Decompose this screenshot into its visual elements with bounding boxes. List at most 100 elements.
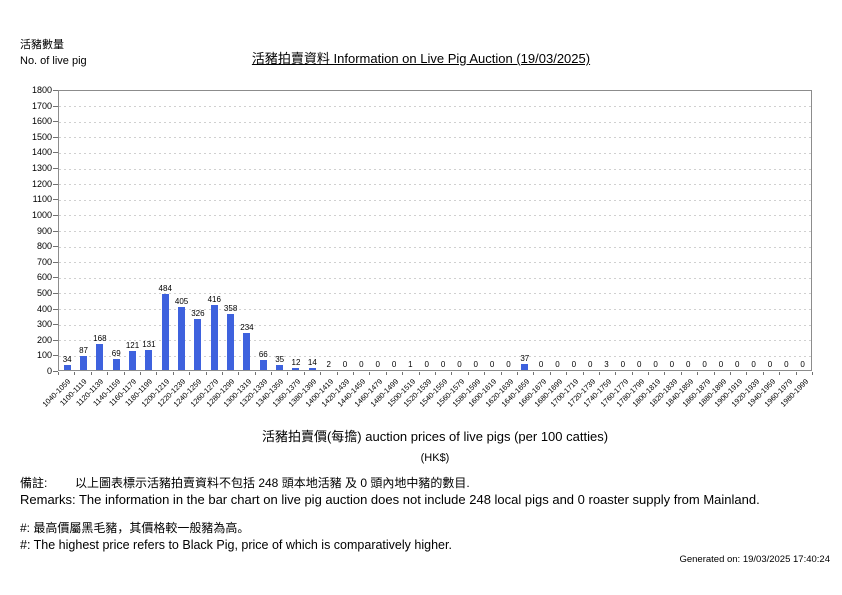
x-tick bbox=[697, 372, 699, 375]
remark-text-zh: 以上圖表標示活豬拍賣資料不包括 248 頭本地活豬 及 0 頭內地中豬的數目. bbox=[75, 476, 470, 490]
bar-value-label: 326 bbox=[191, 309, 205, 318]
remark-label-zh: 備註: bbox=[20, 476, 48, 490]
y-tick bbox=[53, 136, 58, 138]
x-tick bbox=[107, 372, 109, 375]
bar-value-label: 0 bbox=[342, 360, 348, 369]
bar-slot: 0 bbox=[615, 91, 631, 370]
y-tick-label: 1600 bbox=[31, 116, 52, 127]
bar-value-label: 0 bbox=[473, 360, 478, 369]
x-tick bbox=[795, 372, 797, 375]
y-tick bbox=[53, 339, 58, 341]
bar-value-label: 234 bbox=[240, 323, 254, 332]
y-tick-label: 100 bbox=[36, 350, 52, 361]
bar-slot: 87 bbox=[75, 91, 91, 370]
bar bbox=[194, 319, 202, 370]
bar-slot: 484 bbox=[157, 91, 173, 370]
bar bbox=[521, 364, 529, 370]
gridline bbox=[59, 184, 811, 186]
bar bbox=[161, 294, 169, 370]
bar-slot: 3 bbox=[598, 91, 614, 370]
y-tick bbox=[53, 214, 58, 216]
y-tick bbox=[53, 261, 58, 263]
y-tick bbox=[53, 230, 58, 232]
bar-value-label: 66 bbox=[258, 350, 268, 359]
bar bbox=[63, 365, 71, 370]
bar-slot: 0 bbox=[729, 91, 745, 370]
x-tick bbox=[172, 372, 174, 375]
bar-slot: 0 bbox=[533, 91, 549, 370]
bar-slot: 35 bbox=[271, 91, 287, 370]
y-tick-label: 1400 bbox=[31, 147, 52, 158]
y-tick bbox=[53, 183, 58, 185]
bar-slot: 0 bbox=[337, 91, 353, 370]
bar-slot: 405 bbox=[173, 91, 189, 370]
y-tick-label: 1000 bbox=[31, 209, 52, 220]
bar-slot: 168 bbox=[92, 91, 108, 370]
x-tick bbox=[648, 372, 650, 375]
gridline bbox=[59, 309, 811, 311]
bar bbox=[80, 356, 88, 370]
bar-slot: 0 bbox=[762, 91, 778, 370]
x-tick bbox=[435, 372, 436, 375]
bar-series: 34 87 168 69 121 131 484 405 326 416 358 234 66 35 12 1… bbox=[59, 91, 811, 370]
y-tick bbox=[53, 168, 58, 170]
x-tick bbox=[205, 372, 207, 375]
x-tick bbox=[549, 372, 551, 375]
bar-slot: 0 bbox=[566, 91, 582, 370]
bar-value-label: 0 bbox=[424, 360, 429, 369]
x-tick bbox=[74, 372, 76, 375]
y-tick-label: 600 bbox=[36, 272, 52, 283]
bar bbox=[112, 359, 120, 370]
x-tick bbox=[451, 372, 453, 375]
bar-slot: 12 bbox=[288, 91, 304, 370]
y-tick-label: 700 bbox=[36, 256, 52, 267]
bar-value-label: 87 bbox=[79, 346, 88, 355]
note-zh: #: 最高價屬黑毛豬，其價格較一般豬為高。 bbox=[20, 521, 250, 535]
bar-slot: 0 bbox=[451, 91, 467, 370]
y-tick bbox=[53, 199, 58, 201]
gridline bbox=[59, 106, 811, 108]
bar-value-label: 0 bbox=[391, 360, 397, 369]
bar bbox=[292, 368, 300, 370]
bar-value-label: 34 bbox=[62, 355, 72, 364]
bar-slot: 358 bbox=[222, 91, 238, 370]
bar-value-label: 0 bbox=[718, 360, 724, 369]
bar-slot: 0 bbox=[778, 91, 794, 370]
y-tick bbox=[53, 277, 58, 279]
x-tick bbox=[221, 372, 223, 375]
x-tick bbox=[156, 372, 158, 375]
bar-value-label: 37 bbox=[520, 354, 530, 363]
y-tick bbox=[53, 152, 58, 154]
y-tick bbox=[53, 324, 58, 326]
bar-slot: 69 bbox=[108, 91, 124, 370]
bar-value-label: 2 bbox=[326, 360, 331, 369]
y-tick bbox=[53, 121, 58, 123]
bar bbox=[308, 368, 316, 370]
bar-slot: 0 bbox=[435, 91, 451, 370]
bar bbox=[259, 360, 267, 370]
x-tick bbox=[516, 372, 518, 375]
bar-slot: 0 bbox=[745, 91, 761, 370]
y-tick-label: 1200 bbox=[31, 178, 52, 189]
bar-value-label: 405 bbox=[174, 297, 189, 306]
bar-value-label: 484 bbox=[158, 284, 172, 293]
gridline bbox=[59, 277, 811, 279]
bar-value-label: 0 bbox=[359, 360, 364, 369]
x-tick bbox=[385, 372, 387, 375]
bar-value-label: 131 bbox=[142, 340, 156, 349]
bar-value-label: 0 bbox=[587, 360, 593, 369]
x-tick bbox=[582, 372, 584, 375]
x-tick bbox=[58, 372, 59, 375]
bar-value-label: 0 bbox=[489, 360, 495, 369]
y-tick-label: 800 bbox=[36, 241, 52, 252]
bar-slot: 0 bbox=[419, 91, 435, 370]
x-axis-unit: (HK$) bbox=[420, 452, 450, 464]
bar-slot: 0 bbox=[353, 91, 369, 370]
remark-en: Remarks: The information in the bar char… bbox=[20, 492, 760, 507]
gridline bbox=[59, 215, 811, 217]
bar-value-label: 1 bbox=[408, 360, 413, 369]
bar-value-label: 0 bbox=[767, 360, 773, 369]
y-tick bbox=[53, 355, 58, 357]
gridline bbox=[59, 168, 811, 170]
gridline bbox=[59, 293, 811, 295]
